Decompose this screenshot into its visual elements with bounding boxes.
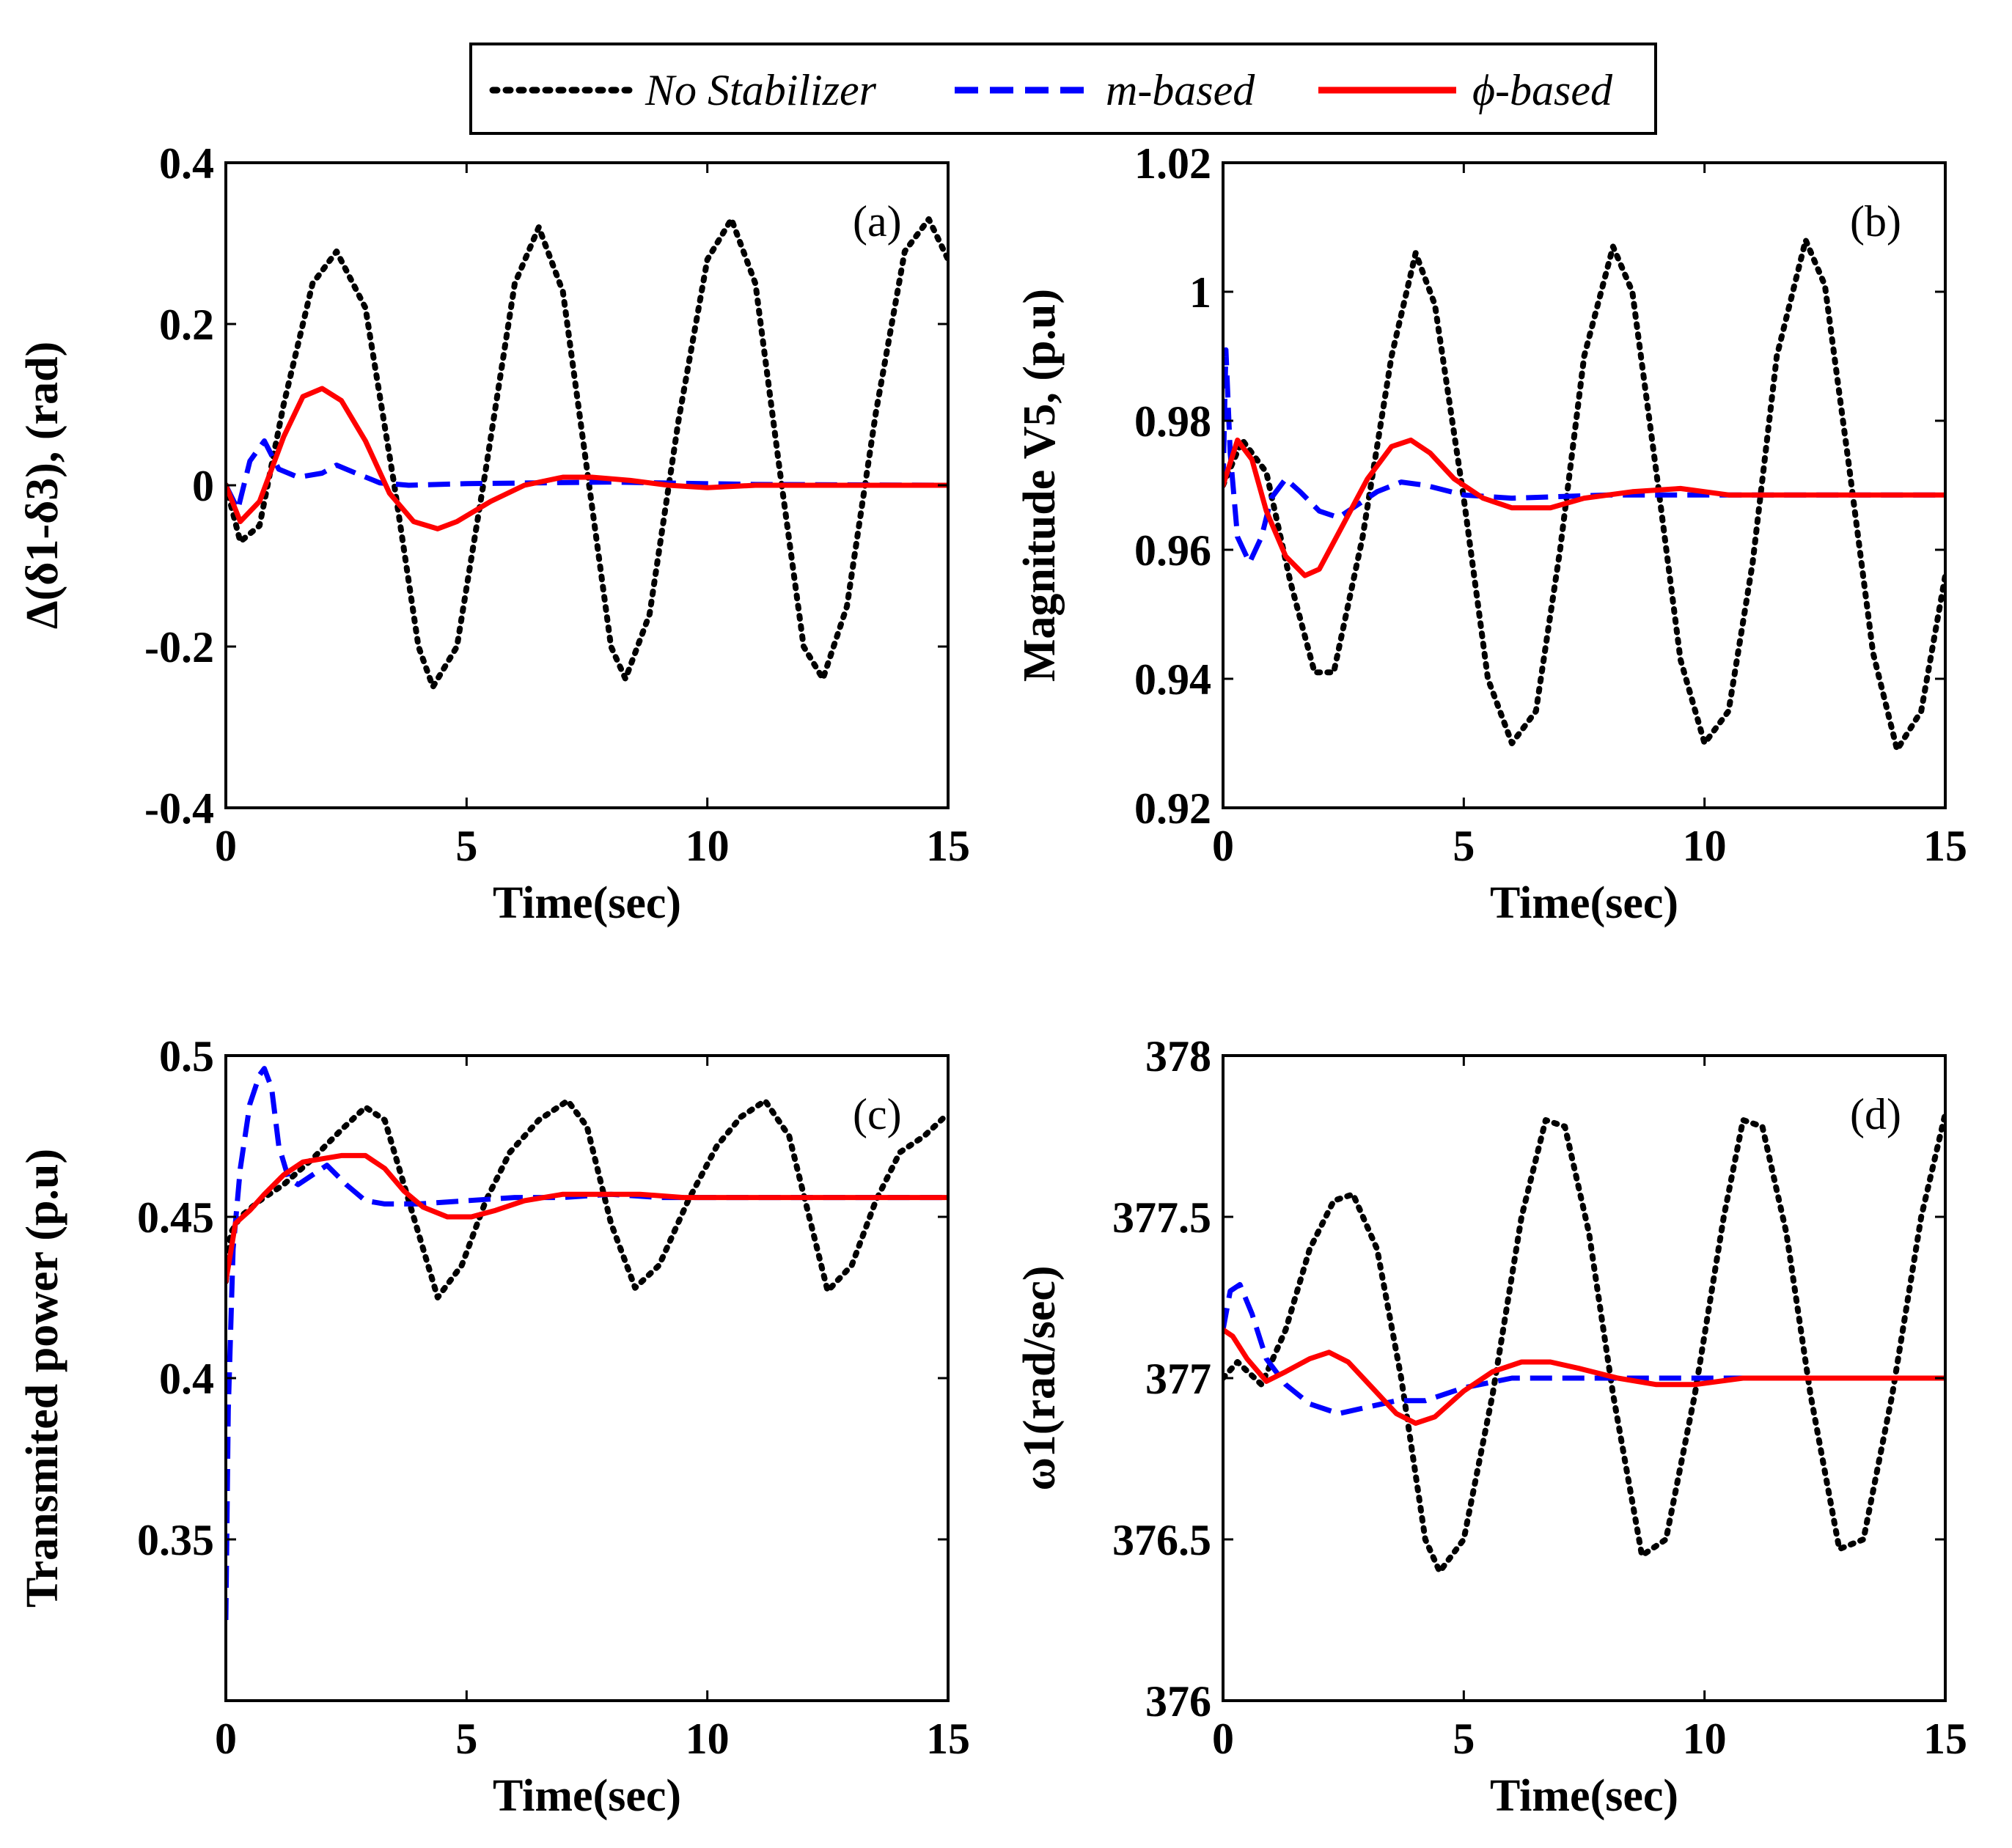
x-axis-label-c: Time(sec)	[493, 1771, 681, 1821]
legend-label-m-based: m-based	[1106, 66, 1255, 114]
panel-a: 0 5 10 15 -0.4 -0.2 0 0.2 0.4 Time(sec) Δ(δ1-δ3), …	[18, 139, 970, 928]
series-phi-based-b	[1223, 437, 1945, 578]
y-tick-label-a: -0.4	[144, 784, 214, 833]
legend-label-no-stabilizer: No Stabilizer	[645, 66, 877, 114]
panel-tag-a: (a)	[853, 197, 902, 246]
panel-tag-b: (b)	[1850, 197, 1901, 246]
plot-area-b	[1223, 163, 1945, 808]
x-tick-label-c: 15	[926, 1715, 970, 1763]
x-tick-label-a: 0	[215, 822, 237, 870]
y-tick-label-a: 0.4	[159, 139, 214, 188]
y-tick-label-d: 378	[1145, 1032, 1211, 1081]
panel-c: 0 5 10 15 0.35 0.4 0.45 0.5 Time(sec) Transmited …	[18, 1032, 970, 1821]
y-axis-label-b: Magnitude V5, (p.u)	[1015, 289, 1065, 682]
y-tick-label-c: 0.35	[137, 1516, 214, 1564]
y-tick-label-b: 0.96	[1134, 526, 1211, 575]
x-tick-label-d: 5	[1453, 1715, 1475, 1763]
y-tick-label-a: 0	[192, 462, 214, 510]
panel-b: 0 5 10 15 0.92 0.94 0.96 0.98 1 1.02 Time(sec) Magn…	[1015, 139, 1967, 928]
series-m-based-a	[226, 438, 948, 512]
x-tick-label-d: 10	[1683, 1715, 1727, 1763]
x-axis-label-a: Time(sec)	[493, 878, 681, 928]
y-tick-label-b: 0.92	[1134, 784, 1211, 833]
x-tick-label-b: 0	[1212, 822, 1234, 870]
y-tick-label-c: 0.5	[159, 1032, 214, 1081]
panel-tag-d: (d)	[1850, 1090, 1901, 1138]
legend: No Stabilizer m-based ϕ-based	[469, 43, 1657, 135]
panel-d: 0 5 10 15 376 376.5 377 377.5 378 Time(sec) ω1(rad…	[1015, 1032, 1967, 1821]
x-axis-label-b: Time(sec)	[1490, 878, 1678, 928]
panel-tag-c: (c)	[853, 1090, 902, 1138]
series-phi-based-a	[226, 386, 948, 531]
series-no-stabilizer-c	[226, 1097, 948, 1300]
series-no-stabilizer-b	[1223, 237, 1945, 753]
y-tick-label-d: 376	[1145, 1677, 1211, 1726]
x-tick-label-c: 5	[455, 1715, 477, 1763]
y-tick-label-d: 376.5	[1112, 1516, 1211, 1564]
series-m-based-d	[1223, 1281, 1945, 1416]
y-tick-label-a: -0.2	[144, 623, 214, 671]
y-axis-label-a: Δ(δ1-δ3), (rad)	[18, 342, 67, 629]
series-no-stabilizer-a	[226, 216, 948, 690]
series-phi-based-d	[1223, 1327, 1945, 1427]
y-tick-label-b: 0.94	[1134, 655, 1211, 704]
y-tick-label-d: 377	[1145, 1355, 1211, 1403]
x-tick-label-b: 15	[1923, 822, 1967, 870]
x-tick-label-b: 5	[1453, 822, 1475, 870]
x-tick-label-b: 10	[1683, 822, 1727, 870]
x-tick-label-a: 15	[926, 822, 970, 870]
x-tick-label-d: 0	[1212, 1715, 1234, 1763]
y-tick-label-b: 1.02	[1134, 139, 1211, 188]
plot-area-c	[226, 1056, 948, 1701]
series-group-b	[1223, 237, 1945, 753]
x-axis-label-d: Time(sec)	[1490, 1771, 1678, 1821]
y-tick-label-c: 0.4	[159, 1355, 214, 1403]
x-tick-label-a: 5	[455, 822, 477, 870]
y-tick-label-b: 1	[1189, 268, 1211, 317]
x-tick-label-c: 10	[686, 1715, 730, 1763]
y-axis-label-d: ω1(rad/sec)	[1015, 1265, 1065, 1490]
series-group-d	[1223, 1111, 1945, 1575]
y-tick-label-c: 0.45	[137, 1193, 214, 1242]
axes-frame-b	[1222, 161, 1947, 809]
legend-label-phi-based: ϕ-based	[1472, 66, 1613, 114]
x-tick-label-a: 10	[686, 822, 730, 870]
series-m-based-b	[1223, 347, 1945, 566]
x-tick-label-c: 0	[215, 1715, 237, 1763]
series-group-c	[226, 1066, 948, 1621]
y-tick-label-b: 0.98	[1134, 397, 1211, 446]
y-axis-label-c: Transmited power (p.u)	[18, 1149, 67, 1608]
y-tick-label-a: 0.2	[159, 301, 214, 349]
y-tick-label-d: 377.5	[1112, 1193, 1211, 1242]
series-no-stabilizer-d	[1223, 1111, 1945, 1575]
series-group-a	[226, 216, 948, 690]
x-tick-label-d: 15	[1923, 1715, 1967, 1763]
series-phi-based-c	[226, 1152, 948, 1284]
